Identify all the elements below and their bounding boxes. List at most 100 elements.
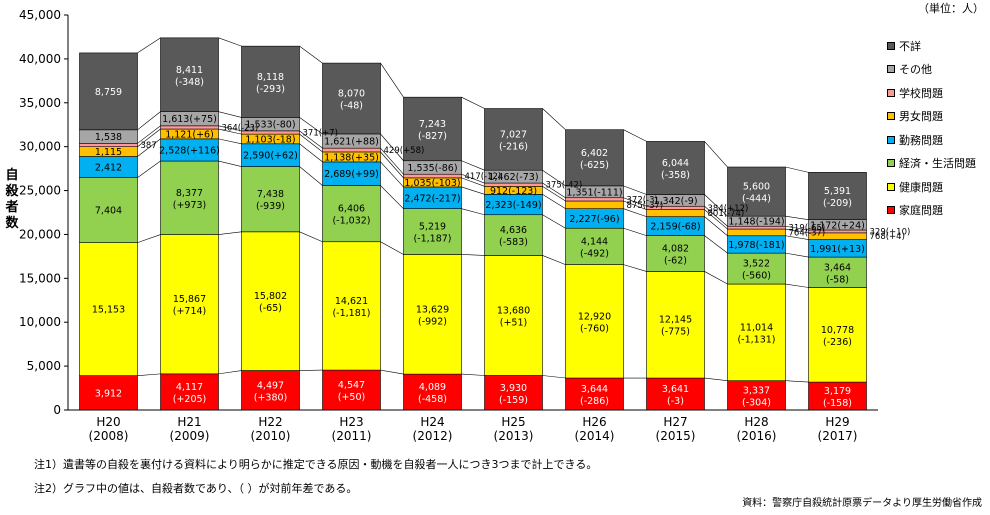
- data-label-outside: 319(-65): [789, 224, 826, 234]
- connector-line: [137, 138, 161, 157]
- connector-line: [380, 151, 404, 179]
- data-label: 5,219: [419, 222, 446, 233]
- legend-swatch: [887, 135, 895, 144]
- connector-line: [785, 252, 809, 258]
- data-label-outside: 429(+58): [384, 146, 425, 156]
- connector-line: [461, 173, 485, 184]
- data-label: 12,145: [659, 315, 692, 326]
- data-label-diff: (-3): [667, 396, 684, 407]
- data-label: 1,138(+35): [324, 152, 379, 163]
- connector-line: [623, 185, 647, 195]
- connector-line: [299, 45, 323, 64]
- data-label: 3,179: [824, 386, 851, 397]
- legend-label: 健康問題: [899, 180, 943, 194]
- data-label: 4,144: [581, 236, 608, 247]
- data-label: 4,089: [419, 382, 446, 393]
- x-tick-year: (2015): [656, 429, 696, 443]
- note-2: 注2）グラフ中の値は、自殺者数であり、（ ）が対前年差である。: [34, 482, 358, 495]
- connector-line: [380, 147, 404, 175]
- data-label-diff: (-1,187): [413, 234, 451, 245]
- bar-series-4: [403, 254, 462, 375]
- data-label: 4,547: [338, 380, 365, 391]
- data-label: 3,337: [743, 385, 770, 396]
- legend-label: 男女問題: [899, 110, 943, 124]
- data-label: 1,115: [95, 147, 122, 158]
- bar-series-0: [79, 52, 138, 131]
- legend-swatch: [887, 159, 895, 168]
- connector-line: [542, 182, 566, 198]
- connector-line: [380, 161, 404, 188]
- data-label: 4,117: [176, 382, 203, 393]
- data-label: 2,227(-96): [569, 214, 619, 225]
- data-label-diff: (+714): [173, 306, 207, 317]
- data-label: 1,535(-86): [407, 163, 457, 174]
- legend-swatch: [887, 112, 895, 121]
- data-label: 10,778: [821, 325, 854, 336]
- legend-item-series: 学校問題: [887, 81, 987, 105]
- data-label: 1,538: [95, 132, 122, 143]
- connector-line: [299, 133, 323, 153]
- data-label-outside: 372(-3): [627, 195, 658, 205]
- x-tick-year: (2017): [818, 429, 858, 443]
- bar-series-8: [727, 252, 786, 285]
- x-tick-year: (2014): [575, 429, 615, 443]
- bar-series-9: [808, 287, 867, 383]
- data-label: 3,644: [581, 384, 608, 395]
- data-label-diff: (+50): [338, 392, 365, 403]
- data-label-diff: (-939): [256, 201, 285, 212]
- data-label-outside: 764(-37): [789, 228, 826, 238]
- data-label: 1,613(+75): [162, 114, 217, 125]
- data-label: 912(-123): [490, 186, 537, 197]
- bar-series-7: [646, 141, 705, 195]
- connector-line: [218, 111, 242, 118]
- bar-series-6: [565, 200, 624, 209]
- bar-series-5: [484, 214, 543, 256]
- data-label-outside: 417(-12): [465, 172, 502, 182]
- connector-line: [461, 160, 485, 171]
- data-label: 7,243: [419, 119, 446, 130]
- y-tick-label: 10,000: [19, 315, 61, 329]
- bar-series-0: [79, 375, 138, 411]
- data-label: 8,118: [257, 72, 284, 83]
- connector-line: [218, 370, 242, 375]
- connector-line: [461, 208, 485, 216]
- legend: 不詳 その他 学校問題 男女問題 勤務問題 経済・生活問題 健康問題 家庭問題: [887, 34, 987, 222]
- legend-item-series: 勤務問題: [887, 128, 987, 152]
- data-label-diff: (-992): [418, 316, 447, 327]
- data-label: 11,014: [740, 322, 773, 333]
- data-label-diff: (-760): [580, 323, 609, 334]
- x-tick-label: H22: [258, 415, 282, 429]
- data-label-diff: (-625): [580, 160, 609, 171]
- data-label-outside: 875(-37): [627, 201, 664, 211]
- data-label-diff: (-827): [418, 131, 447, 142]
- data-label: 1,978(-181): [728, 240, 784, 251]
- bar-series-1: [160, 234, 219, 375]
- connector-line: [137, 111, 161, 131]
- connector-line: [542, 255, 566, 265]
- bar-series-4: [403, 96, 462, 162]
- x-tick-label: H25: [501, 415, 525, 429]
- data-label: 1,172(+24): [810, 220, 865, 231]
- connector-line: [218, 160, 242, 167]
- bar-series-8: [727, 166, 786, 217]
- legend-label: 経済・生活問題: [899, 157, 976, 171]
- data-label: 13,680: [497, 305, 530, 316]
- data-label: 2,159(-68): [650, 222, 700, 233]
- legend-label: 家庭問題: [899, 204, 943, 218]
- legend-item-series: 不詳: [887, 34, 987, 58]
- bar-series-4: [403, 373, 462, 411]
- connector-line: [785, 215, 809, 220]
- data-label: 5,600: [743, 182, 770, 193]
- connector-line: [137, 160, 161, 178]
- bar-series-6: [565, 227, 624, 265]
- data-label: 1,462(-73): [488, 172, 538, 183]
- bar-series-0: [79, 242, 138, 376]
- data-label: 8,377: [176, 188, 203, 199]
- connector-line: [542, 375, 566, 379]
- connector-line: [623, 227, 647, 236]
- bar-series-1: [160, 160, 219, 235]
- data-label: 1,103(-18): [245, 134, 295, 145]
- x-tick-year: (2010): [251, 429, 291, 443]
- connector-line: [299, 143, 323, 163]
